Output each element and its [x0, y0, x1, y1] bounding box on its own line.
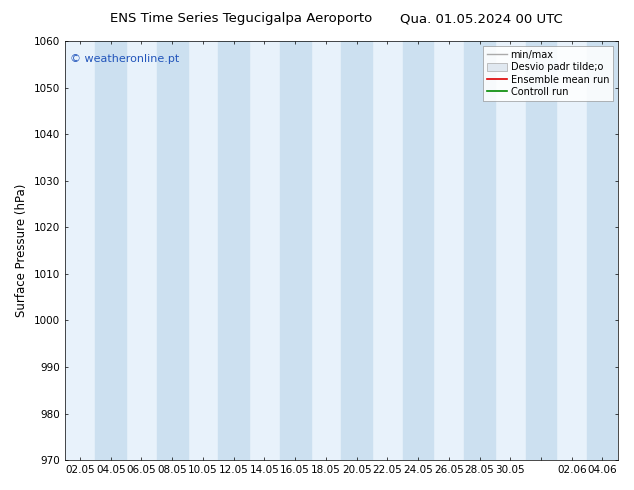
Bar: [464, 41, 495, 460]
Bar: [403, 41, 434, 460]
Bar: [280, 41, 311, 460]
Bar: [526, 41, 557, 460]
Bar: [95, 41, 126, 460]
Legend: min/max, Desvio padr tilde;o, Ensemble mean run, Controll run: min/max, Desvio padr tilde;o, Ensemble m…: [483, 46, 613, 101]
Bar: [157, 41, 188, 460]
Text: © weatheronline.pt: © weatheronline.pt: [70, 53, 179, 64]
Text: ENS Time Series Tegucigalpa Aeroporto: ENS Time Series Tegucigalpa Aeroporto: [110, 12, 372, 25]
Text: Qua. 01.05.2024 00 UTC: Qua. 01.05.2024 00 UTC: [401, 12, 563, 25]
Bar: [218, 41, 249, 460]
Y-axis label: Surface Pressure (hPa): Surface Pressure (hPa): [15, 184, 28, 318]
Bar: [587, 41, 618, 460]
Bar: [341, 41, 372, 460]
